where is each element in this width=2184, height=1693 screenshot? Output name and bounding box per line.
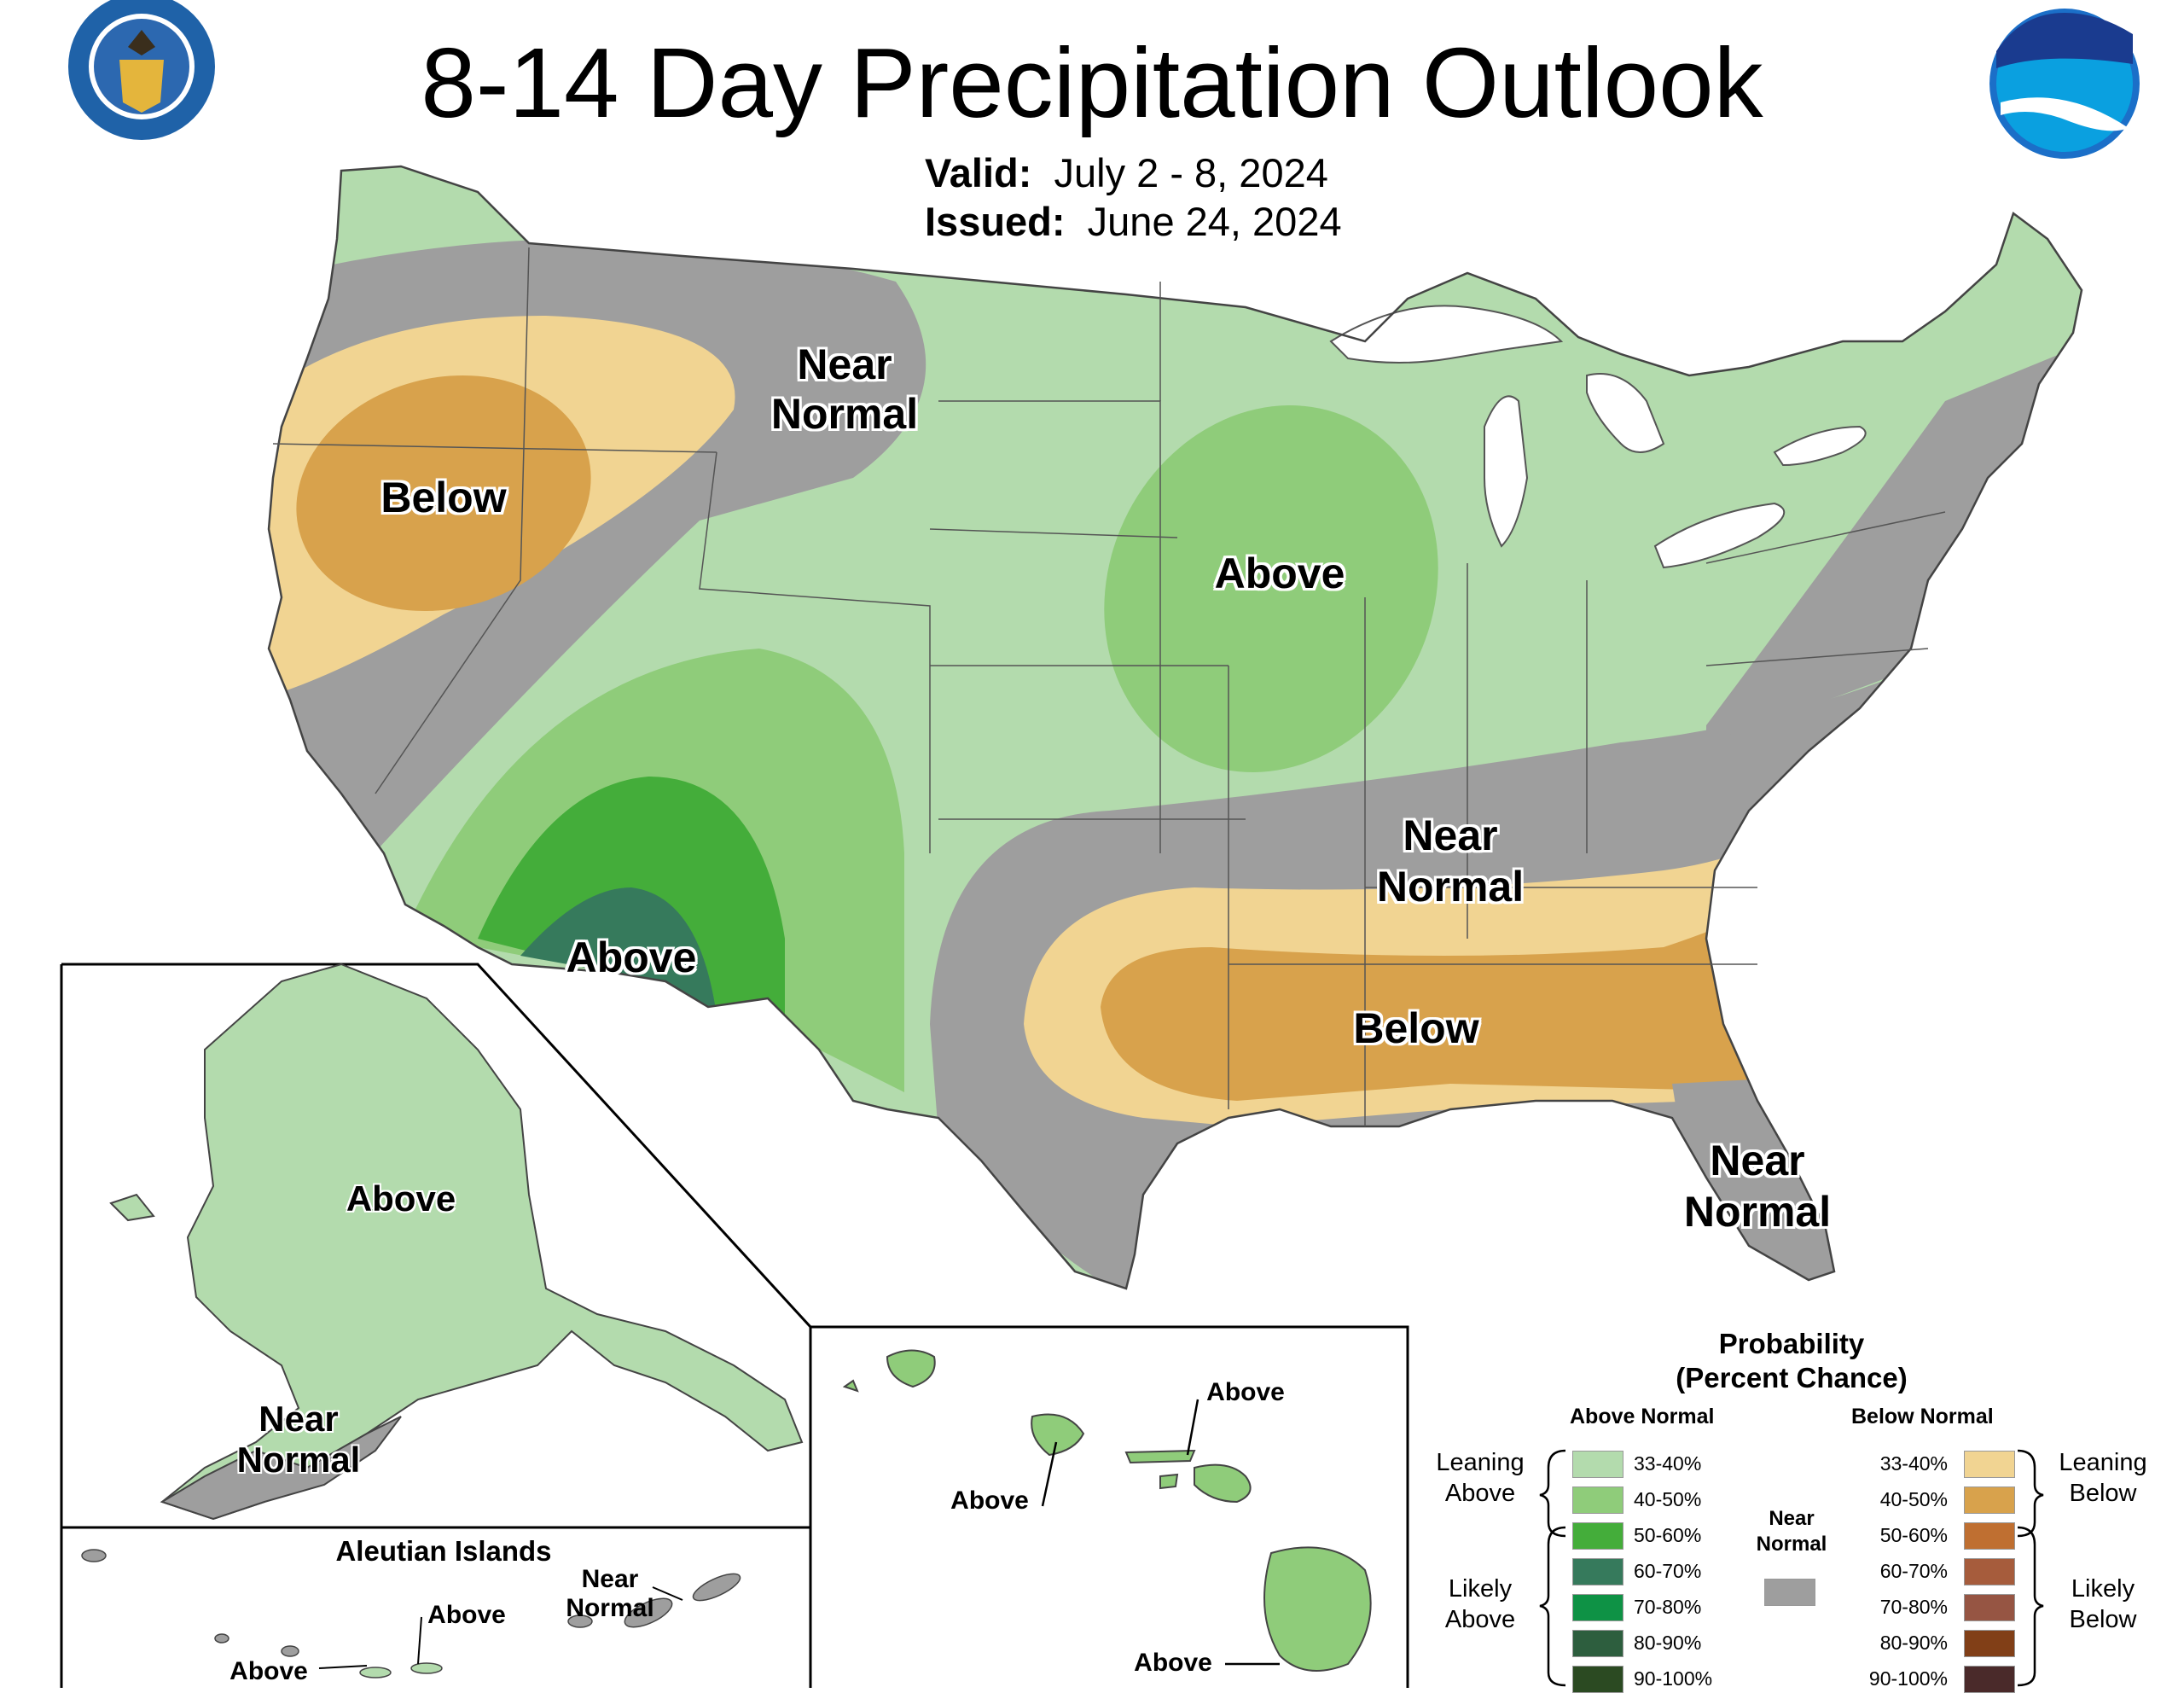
likely-above-line-1: Likely	[1448, 1575, 1513, 1603]
legend-below-label-1: 40-50%	[1879, 1488, 1948, 1510]
valid-dates: July 2 - 8, 2024	[1054, 150, 1328, 195]
leaning-above-line-2: Above	[1444, 1480, 1516, 1507]
likely-below-line-1: Likely	[2071, 1575, 2135, 1603]
aleutian-near-label-2: Normal	[566, 1594, 654, 1622]
sw-above-label: Above	[566, 934, 697, 981]
south-near-label-2: Normal	[1376, 863, 1525, 910]
noaa-logo-icon	[1989, 9, 2140, 159]
alaska-above-label: Above	[346, 1178, 456, 1219]
leaning-below-line-2: Below	[2069, 1480, 2137, 1507]
map-title: 8-14 Day Precipitation Outlook	[421, 27, 1763, 138]
legend-leaning-below: Leaning Below	[2039, 1447, 2167, 1509]
alaska-near-label-2: Normal	[236, 1440, 361, 1480]
legend-above-swatch-1	[1572, 1486, 1623, 1514]
aleutian-title: Aleutian Islands	[335, 1535, 552, 1567]
aleutian-near-label-1: Near	[581, 1565, 639, 1593]
aleutian-above-label-2: Above	[427, 1601, 506, 1629]
legend-title-line-2: (Percent Chance)	[1676, 1362, 1908, 1393]
legend-above-label-1: 40-50%	[1634, 1488, 1702, 1510]
valid-label: Valid:	[925, 150, 1032, 195]
legend-leaning-above: Leaning Above	[1416, 1447, 1544, 1509]
legend-above-swatch-4	[1572, 1594, 1623, 1621]
legend-below-swatch-0	[1964, 1451, 2015, 1478]
legend-near-normal-swatch	[1764, 1579, 1815, 1606]
legend-above-label-5: 80-90%	[1634, 1632, 1702, 1654]
north-near-label-2: Normal	[770, 390, 919, 438]
legend-likely-below: Likely Below	[2039, 1574, 2167, 1635]
florida-near-label-2: Normal	[1683, 1188, 1832, 1236]
commerce-seal-icon	[68, 0, 215, 140]
legend-title-line-1: Probability	[1718, 1328, 1865, 1359]
issued-label: Issued:	[925, 199, 1066, 244]
legend-near-normal-label: Near Normal	[1732, 1506, 1851, 1557]
legend-below-swatch-3	[1964, 1558, 2015, 1585]
hawaii-above-label-ne: Above	[1206, 1378, 1285, 1406]
nw-below-label: Below	[380, 474, 507, 521]
hawaii-above-label-w: Above	[950, 1486, 1029, 1515]
legend-above-label-6: 90-100%	[1634, 1667, 1713, 1690]
legend-below-label-0: 33-40%	[1879, 1452, 1948, 1475]
legend-likely-above: Likely Above	[1416, 1574, 1544, 1635]
florida-near-label-1: Near	[1710, 1137, 1805, 1184]
legend-below-swatch-6	[1964, 1666, 2015, 1693]
valid-line: Valid: July 2 - 8, 2024	[925, 149, 1328, 197]
legend-below-label-2: 50-60%	[1879, 1524, 1948, 1546]
legend-title: Probability (Percent Chance)	[1672, 1327, 1911, 1395]
legend-below-swatch-2	[1964, 1522, 2015, 1550]
legend-above-heading: Above Normal	[1570, 1405, 1715, 1428]
legend-above-swatch-5	[1572, 1630, 1623, 1657]
legend-above-label-0: 33-40%	[1634, 1452, 1702, 1475]
leaning-above-line-1: Leaning	[1436, 1449, 1525, 1476]
legend-below-swatch-5	[1964, 1630, 2015, 1657]
legend-below-label-5: 80-90%	[1879, 1632, 1948, 1654]
legend-near-line-1: Near	[1769, 1507, 1815, 1530]
south-near-label-1: Near	[1403, 812, 1498, 859]
legend-below-swatch-1	[1964, 1486, 2015, 1514]
legend-above-swatch-0	[1572, 1451, 1623, 1478]
legend-above-swatch-3	[1572, 1558, 1623, 1585]
hawaii-above-label-s: Above	[1134, 1649, 1212, 1677]
alaska-near-label-1: Near	[258, 1399, 339, 1439]
legend-below-heading: Below Normal	[1851, 1405, 1994, 1428]
legend-above-label-3: 60-70%	[1634, 1560, 1702, 1582]
legend-above-swatch-6	[1572, 1666, 1623, 1693]
legend-above-swatch-2	[1572, 1522, 1623, 1550]
issued-line: Issued: June 24, 2024	[925, 198, 1342, 246]
issued-date: June 24, 2024	[1087, 199, 1342, 244]
midwest-above-label: Above	[1214, 550, 1345, 597]
legend-below-label-3: 60-70%	[1879, 1560, 1948, 1582]
legend-below-swatch-4	[1964, 1594, 2015, 1621]
legend-below-label-6: 90-100%	[1868, 1667, 1948, 1690]
legend-near-line-2: Normal	[1756, 1533, 1827, 1556]
leaning-below-line-1: Leaning	[2059, 1449, 2147, 1476]
likely-below-line-2: Below	[2069, 1606, 2137, 1633]
legend-above-label-2: 50-60%	[1634, 1524, 1702, 1546]
legend-below-label-4: 70-80%	[1879, 1596, 1948, 1618]
north-near-label-1: Near	[797, 340, 892, 388]
south-below-label: Below	[1353, 1004, 1479, 1052]
likely-above-line-2: Above	[1444, 1606, 1516, 1633]
aleutian-above-label-1: Above	[229, 1657, 308, 1685]
legend-above-label-4: 70-80%	[1634, 1596, 1702, 1618]
